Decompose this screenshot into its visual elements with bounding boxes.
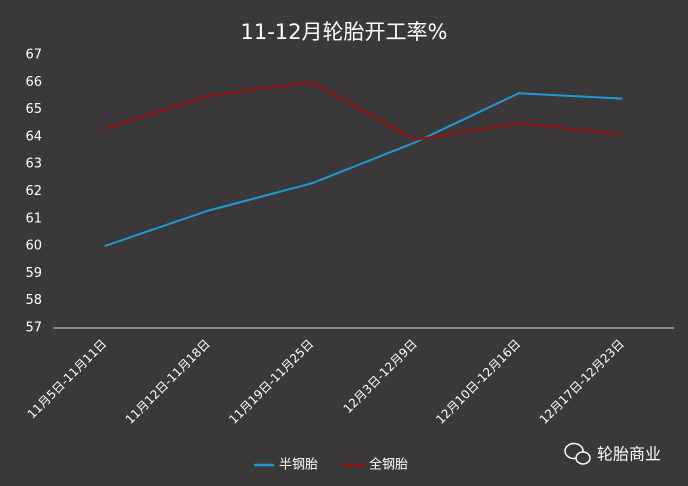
y-tick-label: 67 [25,48,42,63]
watermark: 轮胎商业 [597,445,661,464]
y-tick-label: 61 [25,211,42,226]
y-tick-label: 64 [25,129,42,144]
y-tick-label: 62 [25,184,42,199]
watermark-icon [564,442,591,465]
y-tick-label: 58 [25,293,42,308]
y-tick-label: 59 [25,266,42,281]
legend-label: 全钢胎 [369,457,408,473]
y-tick-label: 65 [25,102,42,117]
chart-title: 11-12月轮胎开工率% [241,20,448,44]
y-tick-label: 60 [25,239,42,254]
y-tick-label: 66 [25,75,42,90]
y-tick-label: 57 [25,321,42,336]
series-line [104,81,623,141]
y-tick-label: 63 [25,157,42,172]
series-line [104,92,623,248]
legend-label: 半钢胎 [279,458,318,473]
